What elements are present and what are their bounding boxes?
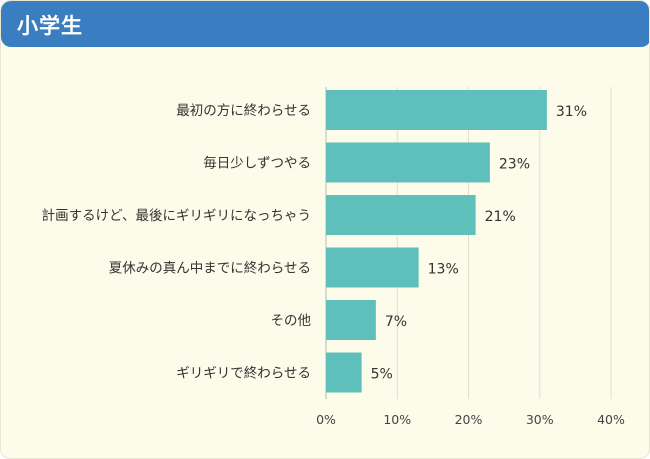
x-tick-label: 10% <box>383 412 411 427</box>
category-label: 計画するけど、最後にギリギリになっちゃう <box>42 208 311 224</box>
header-title: 小学生 <box>17 14 83 38</box>
category-label: 毎日少しずつやる <box>203 156 311 172</box>
x-tick-label: 0% <box>316 412 336 427</box>
bar <box>326 142 490 183</box>
x-tick-label: 30% <box>526 412 554 427</box>
category-label: ギリギリで終わらせる <box>176 366 311 382</box>
category-label: その他 <box>271 313 312 329</box>
bar <box>326 352 362 393</box>
data-label: 5% <box>371 367 393 383</box>
data-label: 31% <box>556 104 587 120</box>
category-label: 最初の方に終わらせる <box>176 102 311 119</box>
bar <box>326 195 476 235</box>
x-tick-label: 40% <box>597 412 625 427</box>
category-label: 夏休みの真ん中までに終わらせる <box>109 261 311 277</box>
header-bar: 小学生 <box>1 1 649 47</box>
data-label: 7% <box>385 314 407 330</box>
data-label: 21% <box>485 209 516 225</box>
data-label: 13% <box>428 262 459 278</box>
bar <box>326 90 547 130</box>
bar <box>326 300 376 340</box>
data-label: 23% <box>499 157 530 173</box>
bar <box>326 247 419 288</box>
x-tick-label: 20% <box>455 412 483 427</box>
